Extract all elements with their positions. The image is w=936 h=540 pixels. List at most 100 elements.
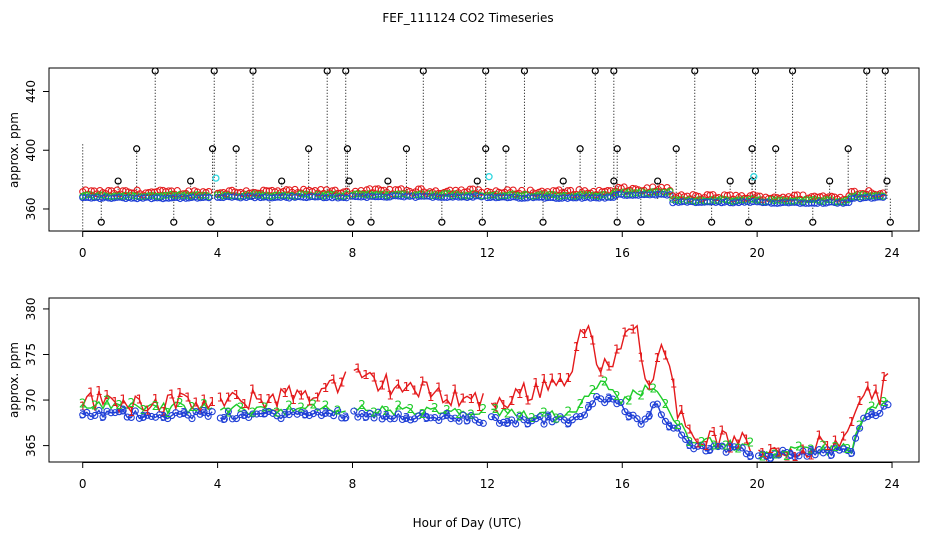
series-1-label: 1 [216,391,224,405]
series-1-label: 1 [548,372,556,386]
series-2-label: 2 [225,405,233,419]
series-3-point [682,435,690,444]
series-3-point [293,410,301,418]
series-3-point [771,450,779,458]
series-3-point [228,415,236,423]
series-2-label: 2 [868,400,876,414]
series-1-line [82,323,889,462]
series-3-point [754,452,763,460]
series-1-label: 1 [532,376,540,390]
series-3-label: 3 [261,406,269,420]
series-3-point [746,452,754,460]
spike-point [345,177,353,185]
spike-point [402,145,411,153]
series-1-label: 1 [645,378,653,392]
series-1-label: 1 [872,383,880,397]
series-3-point [580,411,589,419]
series-3-point [111,409,119,417]
series-1-label: 1 [670,376,678,390]
series-3-point [726,443,734,451]
series-3-label: 3 [241,408,249,422]
spike-point [745,218,753,226]
series-red-point [749,191,757,199]
series-2-label: 2 [856,418,864,432]
series-2-label: 2 [382,404,390,418]
series-red-point [87,187,95,195]
series-1-label: 1 [759,446,767,460]
series-3-label: 3 [99,410,107,424]
series-1-label: 1 [710,425,718,439]
series-3-label: 3 [180,406,188,420]
series-3-point [208,408,216,416]
spike-point [748,145,756,153]
series-2-label: 2 [819,439,827,453]
series-1-label: 1 [791,450,799,464]
spike-point [473,177,481,185]
series-3-label: 3 [564,416,572,430]
series-3-label: 3 [362,410,370,424]
series-3-point [617,398,625,407]
series-3-point [188,415,196,423]
series-3-label: 3 [787,448,795,462]
series-1-label: 1 [662,349,670,363]
series-3-point [487,413,495,421]
series-1-label: 1 [467,392,475,406]
series-3-point [593,393,601,401]
series-2-label: 2 [722,438,730,452]
series-3-point [321,409,330,417]
series-3-point [330,412,338,420]
spike-point [482,145,490,153]
series-3-point [107,409,115,417]
series-1-label: 1 [273,399,281,413]
series-3-point [204,412,212,420]
spike-point [170,218,178,226]
series-1-label: 1 [605,359,613,373]
series-3-point [621,408,629,416]
series-2-label: 2 [759,450,767,464]
series-1-label: 1 [403,380,411,394]
series-1-label: 1 [395,377,403,391]
series-3-point [536,413,544,421]
series-3-point [313,408,321,416]
series-3-label: 3 [524,417,532,431]
series-2-label: 2 [601,375,609,389]
series-3-point [540,420,548,428]
series-2-label: 2 [322,399,330,413]
series-1-label: 1 [419,375,427,389]
series-3-point [564,419,572,427]
series-3-point [831,444,839,452]
series-2-label: 2 [492,402,500,416]
series-3-point [224,407,232,416]
chart-title: FEF_111124 CO2 Timeseries [382,11,553,25]
series-2-label: 2 [771,447,779,461]
series-3-label: 3 [645,409,653,423]
series-3-point [301,411,309,419]
series-3-point [738,444,746,452]
series-1-label: 1 [832,433,840,447]
series-3-point [253,410,261,418]
series-3-point [95,406,103,415]
series-1-label: 1 [160,405,168,419]
x-axis-label: Hour of Day (UTC) [413,516,522,530]
series-1-label: 1 [208,395,216,409]
series-3-point [589,400,597,408]
series-3-point [734,443,742,451]
spike-point [881,67,889,75]
series-1-label: 1 [184,390,192,404]
series-red-point [104,186,113,195]
series-3-point [597,395,605,403]
series-1-label: 1 [362,368,370,382]
series-2-label: 2 [79,397,87,411]
series-1-label: 1 [678,403,686,417]
series-3-point [423,414,431,422]
series-2-label: 2 [783,449,791,463]
series-3-label: 3 [585,400,593,414]
series-2-label: 2 [467,407,475,421]
series-3-point [722,448,730,456]
spike-point [278,177,286,185]
series-3-point [245,413,253,422]
series-2-label: 2 [370,406,378,420]
series-3-label: 3 [423,411,431,425]
series-blue-point [205,194,213,202]
